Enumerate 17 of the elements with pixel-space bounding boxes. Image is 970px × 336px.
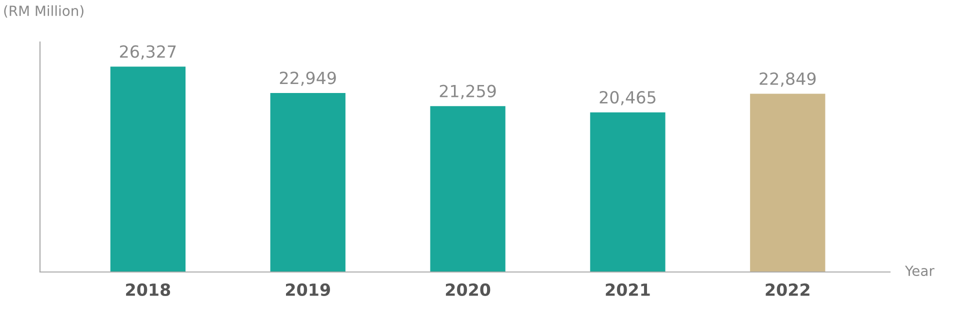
x-tick-label: 2022 (766, 283, 810, 296)
data-label: 22,849 (760, 72, 816, 87)
bar (110, 66, 186, 272)
data-label: 21,259 (440, 84, 496, 100)
data-label: 20,465 (600, 90, 656, 106)
bar (430, 106, 506, 272)
x-tick-label: 2021 (606, 283, 650, 296)
bar (590, 112, 666, 272)
x-tick-label: 2019 (286, 283, 330, 296)
bar (270, 92, 346, 272)
y-axis-title: (RM Million) (4, 5, 84, 18)
x-axis-title: Year (904, 266, 934, 276)
x-tick-label: 2018 (126, 283, 170, 296)
x-tick-label: 2020 (446, 283, 490, 296)
bar (750, 94, 826, 272)
data-label: 26,327 (120, 45, 176, 60)
data-label: 22,949 (280, 72, 336, 86)
